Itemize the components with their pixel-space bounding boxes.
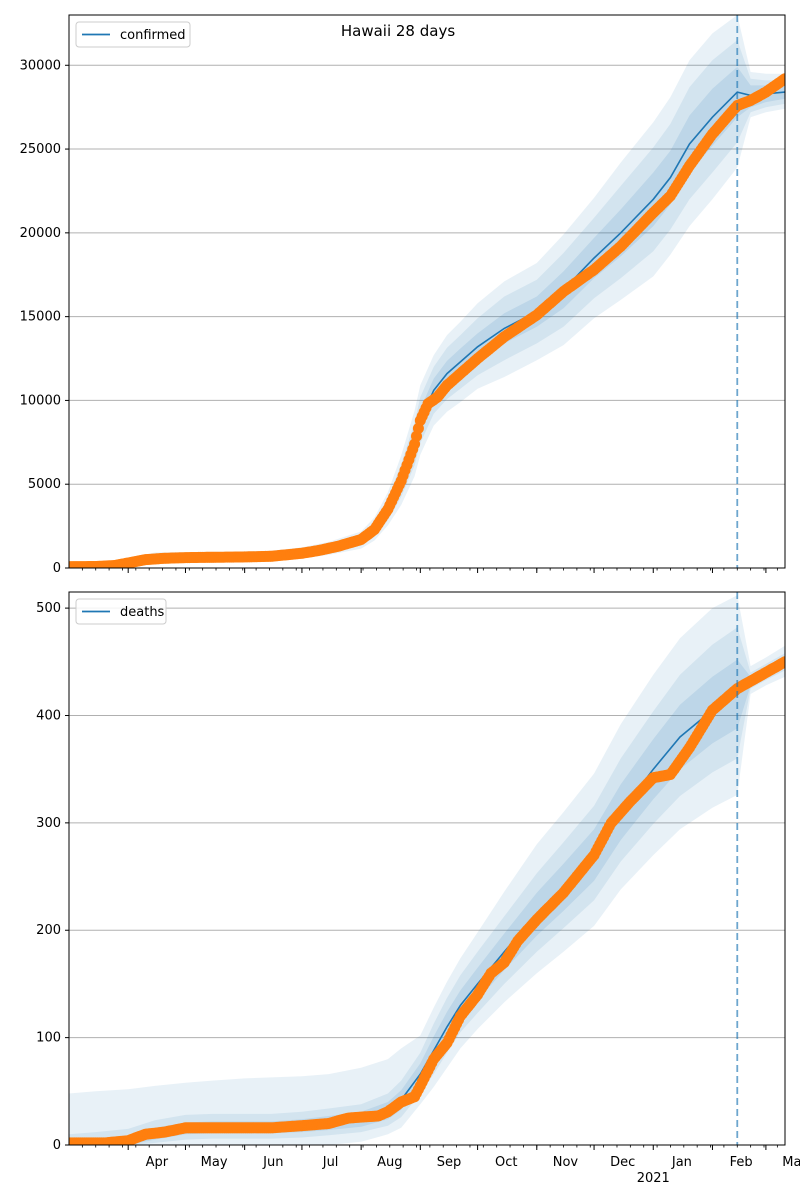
figure-title: Hawaii 28 days <box>341 22 455 40</box>
y-tick-label: 30000 <box>20 58 61 73</box>
x-tick-label: Jun <box>262 1155 283 1170</box>
x-tick-label: Mar <box>782 1155 800 1170</box>
y-tick-label: 15000 <box>20 310 61 325</box>
confirmed-panel: 0 5000 10000 15000 20000 25000 30000 confirmed <box>20 14 786 576</box>
y-tick-label: 500 <box>36 601 61 616</box>
x-year-label: 2021 <box>637 1171 670 1186</box>
y-tick-label: 0 <box>53 561 61 576</box>
y-tick-label: 25000 <box>20 142 61 157</box>
x-tick-label: Aug <box>377 1155 402 1170</box>
observed-point <box>779 656 785 668</box>
y-tick-label: 400 <box>36 708 61 723</box>
legend-label: confirmed <box>120 28 186 43</box>
x-tick-label: May <box>201 1155 228 1170</box>
uncertainty-band <box>69 40 785 568</box>
x-tick-label: Jul <box>322 1155 339 1170</box>
x-tick-label: Feb <box>730 1155 753 1170</box>
legend: deaths <box>75 598 167 625</box>
legend-box <box>75 21 191 48</box>
legend: confirmed <box>75 21 191 48</box>
x-tick-label: Jan <box>671 1155 692 1170</box>
axes-frame <box>68 591 786 1146</box>
legend-box <box>75 598 167 625</box>
axes-frame <box>68 14 786 569</box>
y-tick-label: 200 <box>36 923 61 938</box>
y-tick-label: 10000 <box>20 393 61 408</box>
x-tick-label: Apr <box>146 1155 169 1170</box>
uncertainty-band <box>69 66 785 568</box>
y-tick-label: 20000 <box>20 226 61 241</box>
y-tick-label: 300 <box>36 816 61 831</box>
model-line <box>69 91 785 568</box>
uncertainty-band <box>69 595 785 1145</box>
x-tick-label: Nov <box>553 1155 579 1170</box>
uncertainty-band <box>69 15 785 568</box>
legend-label: deaths <box>120 605 165 620</box>
observed-point <box>779 73 785 85</box>
y-tick-label: 5000 <box>28 477 61 492</box>
x-tick-label: Dec <box>610 1155 635 1170</box>
x-tick-label: Sep <box>437 1155 462 1170</box>
y-tick-label: 0 <box>53 1138 61 1153</box>
deaths-panel: 0 100 200 300 400 500 Apr May Jun Jul Aug Sep Oct Nov… <box>36 591 800 1186</box>
uncertainty-band <box>69 627 785 1145</box>
y-tick-label: 100 <box>36 1031 61 1046</box>
x-tick-label: Oct <box>495 1155 517 1170</box>
